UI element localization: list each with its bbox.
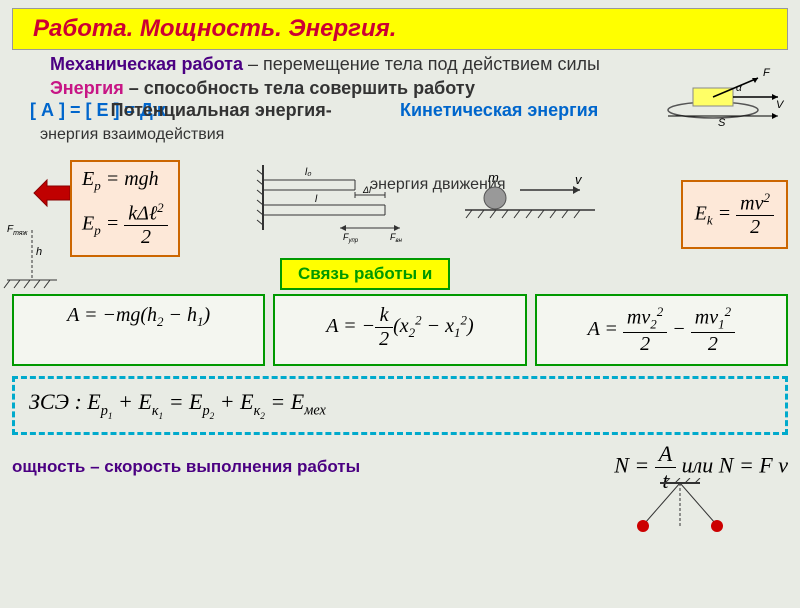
svg-text:v: v [575, 172, 583, 187]
overlapping-definitions: Энергия – способность тела совершить раб… [20, 78, 800, 126]
potential-energy-heading: [ А ] = [ Е ] = Дж Потенциальная энергия… [30, 100, 332, 121]
spring-diagram: l₀ l Δl Fупр Fвн [255, 160, 415, 250]
energy-label: Энергия [50, 78, 124, 98]
potential-subdefinition: энергия взаимодействия [40, 126, 800, 144]
svg-text:m: m [488, 170, 499, 185]
mass-velocity-diagram: m v [460, 170, 600, 230]
work-spring-formula: A = −k2(x22 − x12) [273, 294, 526, 367]
svg-text:Δl: Δl [362, 185, 372, 195]
ep-spring-formula: Ep = kΔℓ22 [82, 200, 168, 250]
work-formulas-row: A = −mg(h2 − h1) A = −k2(x22 − x12) A = … [12, 294, 788, 367]
energy-definition: Энергия – способность тела совершить раб… [50, 78, 475, 99]
formula-diagram-row: h Fтяж Ep = mgh Ep = kΔℓ22 l₀ l Δl Fупр … [0, 150, 800, 290]
svg-text:Fупр: Fупр [343, 232, 359, 244]
energy-conservation-law: ЗСЭ : Ep1 + Eк1 = Ep2 + Eк2 = Eмех [12, 376, 788, 434]
red-arrow-icon [32, 178, 72, 208]
ground-hatch-left: h Fтяж [2, 220, 62, 290]
work-gravity-formula: A = −mg(h2 − h1) [12, 294, 265, 367]
slide-title-bar: Работа. Мощность. Энергия. [12, 8, 788, 50]
svg-text:h: h [36, 246, 42, 258]
work-kinetic-formula: A = mv222 − mv122 [535, 294, 788, 367]
power-definition: ощность – скорость выполнения работы [12, 457, 594, 477]
energy-text: – способность тела совершить работу [124, 78, 475, 98]
potential-energy-formulas: Ep = mgh Ep = kΔℓ22 [70, 160, 180, 258]
kinetic-energy-formula: Ek = mv22 [681, 180, 788, 250]
pendulum-diagram [620, 478, 740, 538]
svg-text:Fтяж: Fтяж [7, 224, 29, 237]
mech-work-text: – перемещение тела под действием силы [243, 54, 600, 74]
svg-text:l₀: l₀ [305, 167, 311, 178]
mech-work-label: Механическая работа [50, 54, 243, 74]
svg-text:Fвн: Fвн [390, 232, 403, 244]
slide-title: Работа. Мощность. Энергия. [33, 15, 396, 42]
svg-text:l: l [315, 194, 318, 205]
pot-label-text: Потенциальная энергия- [111, 100, 332, 120]
kinetic-energy-heading: Кинетическая энергия [400, 100, 598, 121]
work-energy-link-label: Связь работы и [280, 258, 450, 290]
ep-mgh-formula: Ep = mgh [82, 168, 168, 194]
